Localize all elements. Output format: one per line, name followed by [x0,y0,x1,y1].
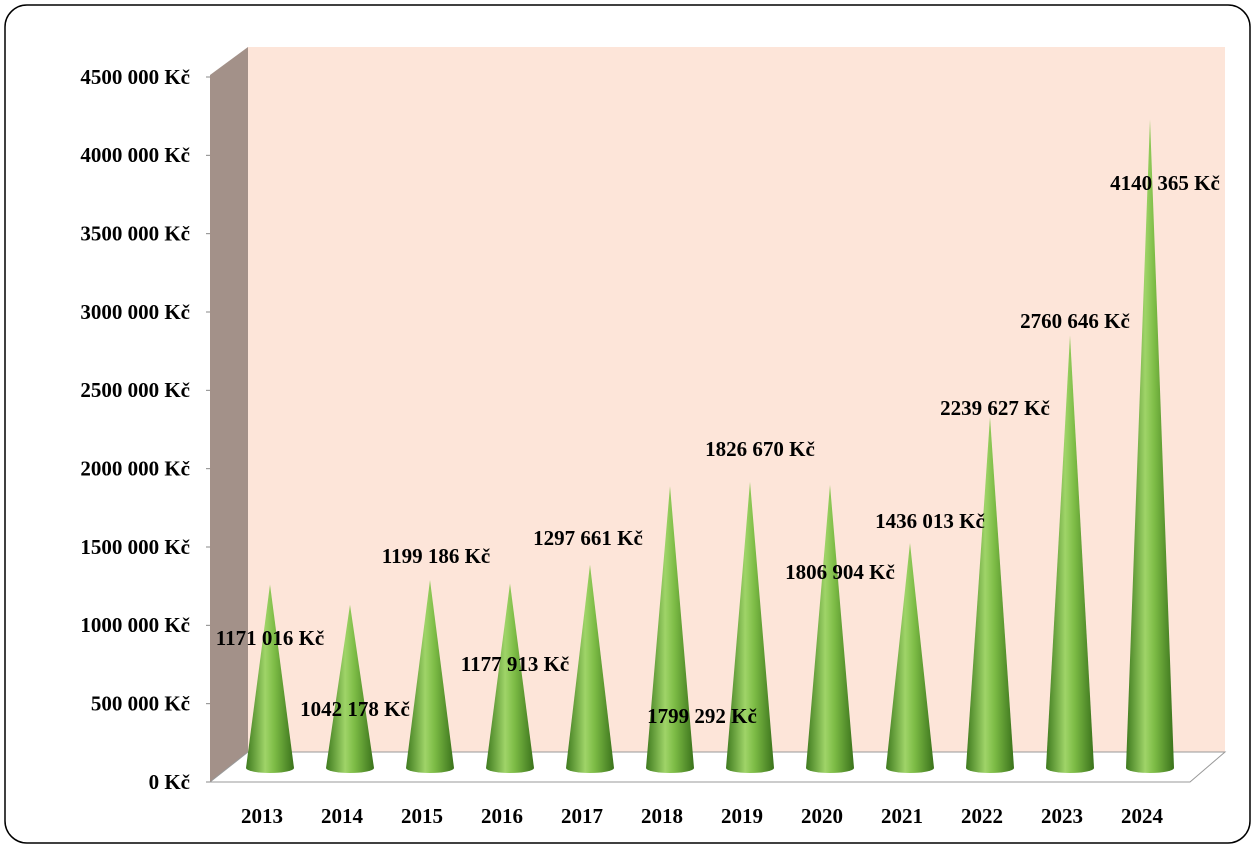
cone [406,580,454,773]
side-wall [210,47,248,782]
cone [566,564,614,773]
y-tick-label: 1000 000 Kč [80,613,190,637]
value-label: 2239 627 Kč [940,396,1050,420]
cone [1126,119,1174,773]
value-label: 1436 013 Kč [875,509,985,533]
y-tick-label: 2500 000 Kč [80,378,190,402]
y-tick-label: 2000 000 Kč [80,456,190,480]
cone [646,486,694,773]
value-label: 1199 186 Kč [382,544,491,568]
cone [326,604,374,773]
cone [486,583,534,773]
y-tick-label: 4000 000 Kč [80,143,190,167]
x-tick-label: 2014 [321,804,364,828]
value-label: 1297 661 Kč [533,526,643,550]
y-tick-label: 0 Kč [149,770,190,794]
value-label: 1171 016 Kč [216,626,325,650]
y-tick-label: 500 000 Kč [91,691,190,715]
y-tick-label: 4500 000 Kč [80,65,190,89]
x-tick-label: 2024 [1121,804,1164,828]
y-tick-label: 3500 000 Kč [80,221,190,245]
x-tick-label: 2021 [881,804,923,828]
x-tick-label: 2013 [241,804,283,828]
value-label: 1806 904 Kč [785,560,895,584]
x-tick-label: 2020 [801,804,843,828]
value-label: 1826 670 Kč [705,437,815,461]
x-tick-label: 2016 [481,804,523,828]
x-tick-label: 2018 [641,804,683,828]
x-tick-label: 2023 [1041,804,1083,828]
value-label: 4140 365 Kč [1110,171,1220,195]
x-tick-label: 2015 [401,804,443,828]
cone [726,481,774,773]
cone [966,417,1014,773]
x-tick-label: 2017 [561,804,603,828]
y-tick-label: 1500 000 Kč [80,535,190,559]
cone [1046,335,1094,773]
cone [246,584,294,773]
cone [886,543,934,773]
x-tick-label: 2022 [961,804,1003,828]
value-label: 2760 646 Kč [1020,309,1130,333]
y-tick-label: 3000 000 Kč [80,300,190,324]
cone [806,484,854,773]
x-tick-label: 2019 [721,804,763,828]
value-label: 1042 178 Kč [300,697,410,721]
value-label: 1799 292 Kč [647,704,757,728]
value-label: 1177 913 Kč [461,652,570,676]
